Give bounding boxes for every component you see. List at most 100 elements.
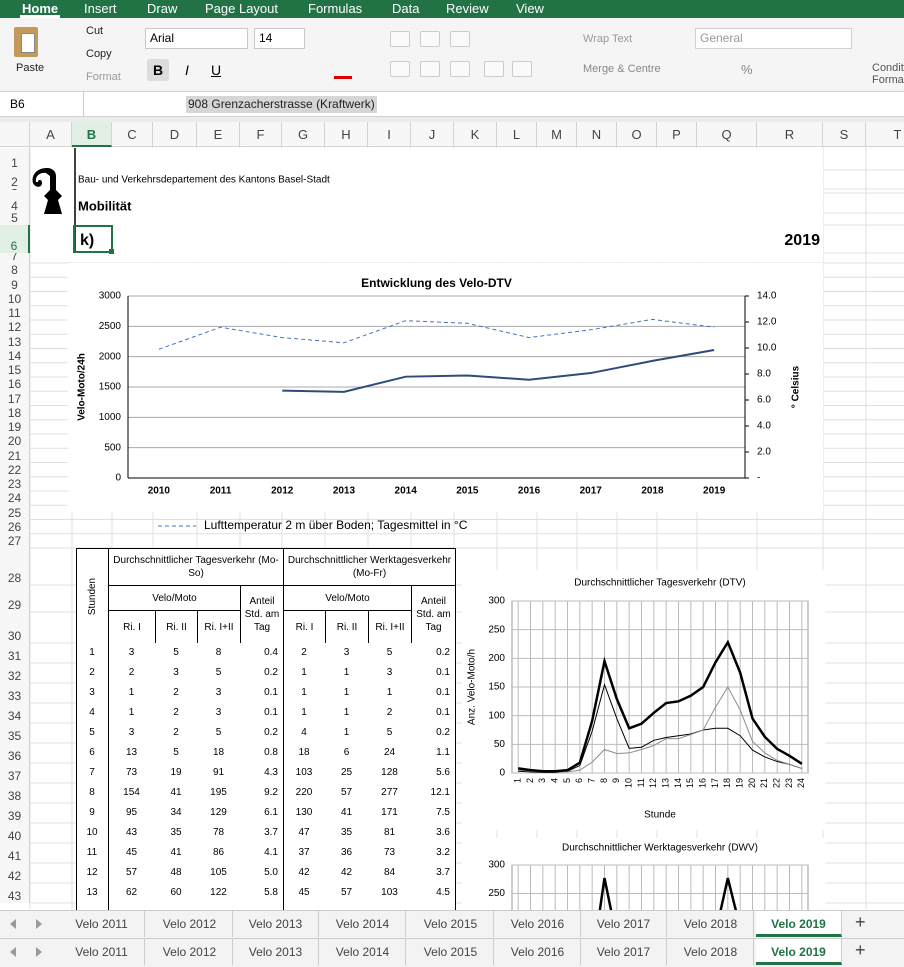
merge-centre-button[interactable]: Merge & Centre: [583, 63, 661, 75]
align-icon[interactable]: [420, 31, 440, 47]
sheet-tab[interactable]: Velo 2018: [668, 939, 754, 965]
column-header[interactable]: L: [497, 122, 537, 147]
row-header[interactable]: 7: [0, 253, 30, 263]
bold-button[interactable]: B: [147, 59, 169, 81]
row-header[interactable]: 40: [0, 823, 30, 843]
row-header[interactable]: 5: [0, 213, 30, 225]
row-header[interactable]: 28: [0, 548, 30, 585]
sheet-tab[interactable]: Velo 2011: [59, 939, 145, 965]
sheet-tab[interactable]: Velo 2014: [320, 911, 406, 937]
sheet-tab[interactable]: Velo 2018: [668, 911, 754, 937]
sheet-tab[interactable]: Velo 2012: [147, 911, 233, 937]
row-header[interactable]: 19: [0, 419, 30, 434]
underline-button[interactable]: U: [210, 62, 222, 78]
column-header[interactable]: A: [30, 122, 72, 147]
sheet-tab[interactable]: Velo 2013: [233, 911, 319, 937]
paste-label[interactable]: Paste: [16, 62, 45, 74]
ribbon-tab[interactable]: Draw: [147, 1, 178, 16]
row-header[interactable]: 25: [0, 505, 30, 520]
font-size-box[interactable]: 14: [254, 28, 305, 49]
row-header[interactable]: 43: [0, 883, 30, 903]
column-header[interactable]: G: [282, 122, 325, 147]
row-header[interactable]: 18: [0, 405, 30, 420]
row-header[interactable]: 11: [0, 305, 30, 320]
row-header[interactable]: 4: [0, 193, 30, 213]
column-header[interactable]: J: [411, 122, 454, 147]
row-header[interactable]: 42: [0, 863, 30, 883]
ribbon-tab[interactable]: Page Layout: [205, 1, 279, 16]
column-header[interactable]: S: [823, 122, 866, 147]
row-header[interactable]: 22: [0, 462, 30, 477]
column-header[interactable]: F: [240, 122, 282, 147]
ribbon-tab[interactable]: Data: [392, 1, 420, 16]
copy-button[interactable]: Copy: [86, 48, 112, 60]
conditional-formatting[interactable]: Forma: [872, 74, 904, 86]
align-icon[interactable]: [390, 61, 410, 77]
column-header[interactable]: P: [657, 122, 697, 147]
row-header[interactable]: 26: [0, 519, 30, 534]
align-icon[interactable]: [512, 61, 532, 77]
row-header[interactable]: 31: [0, 643, 30, 663]
column-header[interactable]: M: [537, 122, 577, 147]
column-header[interactable]: B: [72, 122, 112, 147]
sheet-tab[interactable]: Velo 2015: [408, 911, 494, 937]
column-header[interactable]: I: [368, 122, 411, 147]
font-box[interactable]: Arial: [145, 28, 248, 49]
row-header[interactable]: 35: [0, 723, 30, 743]
align-icon[interactable]: [420, 61, 440, 77]
row-header[interactable]: 17: [0, 391, 30, 406]
row-header[interactable]: 27: [0, 533, 30, 548]
row-header[interactable]: 8: [0, 263, 30, 278]
ribbon-tab[interactable]: Home: [22, 1, 59, 16]
formula-content[interactable]: 908 Grenzacherstrasse (Kraftwerk): [186, 96, 377, 113]
align-icon[interactable]: [450, 31, 470, 47]
row-header[interactable]: 37: [0, 763, 30, 783]
column-header[interactable]: D: [153, 122, 197, 147]
row-header[interactable]: 32: [0, 663, 30, 683]
wrap-text-button[interactable]: Wrap Text: [583, 33, 633, 45]
row-header[interactable]: 12: [0, 320, 30, 335]
align-icon[interactable]: [450, 61, 470, 77]
row-header[interactable]: 41: [0, 843, 30, 863]
add-sheet[interactable]: +: [855, 912, 866, 932]
row-header[interactable]: 15: [0, 362, 30, 377]
row-header[interactable]: 39: [0, 803, 30, 823]
column-header[interactable]: Q: [697, 122, 757, 147]
ribbon-tab[interactable]: View: [516, 1, 544, 16]
column-header[interactable]: T: [866, 122, 904, 147]
row-header[interactable]: 10: [0, 291, 30, 306]
sheet-tab[interactable]: Velo 2015: [408, 939, 494, 965]
ribbon-tab[interactable]: Review: [446, 1, 489, 16]
column-header[interactable]: K: [454, 122, 497, 147]
row-header[interactable]: 38: [0, 783, 30, 803]
sheet-tab[interactable]: Velo 2019: [756, 939, 842, 965]
column-header[interactable]: C: [112, 122, 153, 147]
row-header[interactable]: 34: [0, 703, 30, 723]
column-header[interactable]: H: [325, 122, 368, 147]
row-header[interactable]: 21: [0, 448, 30, 463]
column-header[interactable]: E: [197, 122, 240, 147]
row-header[interactable]: 33: [0, 683, 30, 703]
column-header[interactable]: O: [617, 122, 657, 147]
sheet-tab[interactable]: Velo 2016: [495, 911, 581, 937]
italic-button[interactable]: I: [185, 62, 189, 78]
font-color-bar[interactable]: [334, 76, 352, 79]
scroll-left[interactable]: [10, 947, 16, 957]
row-header[interactable]: 16: [0, 377, 30, 392]
number-format-box[interactable]: General: [695, 28, 852, 49]
row-header[interactable]: 1: [0, 148, 30, 170]
row-header[interactable]: 14: [0, 348, 30, 363]
ribbon-tab[interactable]: Insert: [84, 1, 117, 16]
scroll-left[interactable]: [10, 919, 16, 929]
paste-paper[interactable]: [21, 33, 35, 53]
row-header[interactable]: 20: [0, 434, 30, 449]
sheet-tab[interactable]: Velo 2019: [756, 911, 842, 937]
sheet-tab[interactable]: Velo 2013: [233, 939, 319, 965]
row-header[interactable]: 2: [0, 170, 30, 189]
row-header[interactable]: 23: [0, 476, 30, 491]
scroll-right[interactable]: [36, 947, 42, 957]
cut-button[interactable]: Cut: [86, 25, 104, 37]
row-header[interactable]: 29: [0, 585, 30, 612]
sheet-tab[interactable]: Velo 2017: [581, 939, 667, 965]
row-header[interactable]: 36: [0, 743, 30, 763]
